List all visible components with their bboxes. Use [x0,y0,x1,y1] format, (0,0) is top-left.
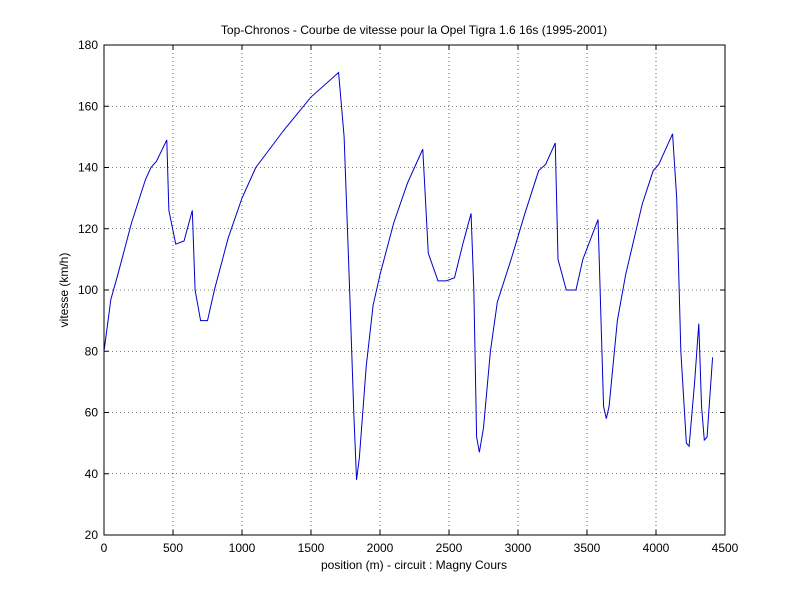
x-tick-label: 1000 [229,541,256,555]
x-axis-label: position (m) - circuit : Magny Cours [321,558,507,572]
x-tick-label: 3500 [574,541,601,555]
x-tick-label: 1500 [298,541,325,555]
y-tick-label: 160 [78,99,98,113]
y-tick-label: 100 [78,283,98,297]
y-tick-label: 80 [85,344,99,358]
x-tick-label: 4500 [712,541,739,555]
chart-title: Top-Chronos - Courbe de vitesse pour la … [221,23,607,37]
x-tick-label: 2000 [367,541,394,555]
y-tick-label: 40 [85,467,99,481]
x-tick-label: 4000 [643,541,670,555]
y-tick-label: 60 [85,406,99,420]
x-tick-label: 0 [101,541,108,555]
x-tick-label: 2500 [436,541,463,555]
plot-frame [103,44,726,536]
x-tick-label: 500 [163,541,183,555]
y-tick-label: 20 [85,528,99,542]
y-tick-label: 120 [78,222,98,236]
data-line [103,71,714,480]
y-axis-label: vitesse (km/h) [57,253,71,328]
x-tick-label: 3000 [505,541,532,555]
plot-area [103,44,726,536]
y-tick-label: 140 [78,161,98,175]
y-tick-label: 180 [78,38,98,52]
